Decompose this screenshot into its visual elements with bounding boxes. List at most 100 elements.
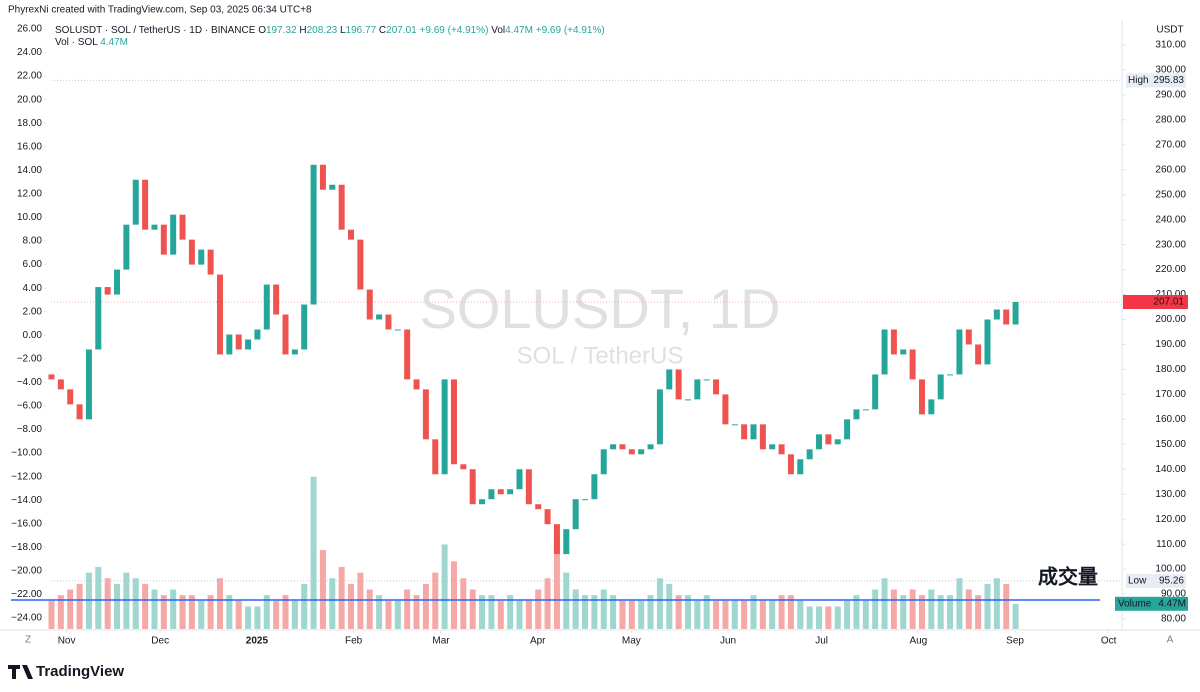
low-tag [1126, 573, 1186, 588]
volume-bar [57, 595, 64, 629]
candle-body [123, 224, 130, 270]
volume-bar [450, 561, 457, 629]
legend-item: +9.69 (+4.91%) [420, 25, 489, 36]
volume-bar [703, 595, 710, 629]
candle-body [787, 454, 794, 475]
corner-button[interactable]: Z [25, 635, 31, 646]
candle-body [366, 289, 373, 320]
volume-bar [993, 578, 1000, 629]
candle-body [741, 424, 748, 440]
volume-tag [1115, 596, 1188, 611]
candle-body [553, 524, 560, 555]
volume-bar [638, 600, 645, 629]
candle-body [198, 249, 205, 265]
y2-tick-label: −18.00 [11, 542, 42, 553]
candle-body [432, 439, 439, 475]
candle-body [525, 469, 532, 505]
y2-tick-label: 10.00 [17, 212, 42, 223]
candle-body [245, 339, 252, 350]
volume-bar [273, 600, 280, 629]
candle-body [694, 379, 701, 400]
candle-body [890, 329, 897, 355]
volume-bar [170, 589, 177, 629]
watermark: SOLUSDT, 1D [420, 277, 781, 340]
corner-button[interactable]: A [1167, 635, 1174, 646]
x-tick-label: Nov [58, 636, 76, 647]
high-tag [1126, 73, 1186, 88]
low-value: 95.26 [1159, 576, 1184, 587]
volume-bar [114, 583, 121, 629]
candle-body [769, 444, 776, 450]
candle-body [591, 474, 598, 500]
candle-body [329, 184, 336, 190]
volume-bar [385, 600, 392, 629]
candle-body [282, 314, 289, 355]
volume-bar [750, 595, 757, 629]
candle-body [563, 529, 570, 555]
y-tick-label: 110.00 [1156, 539, 1186, 550]
y-tick-label: 230.00 [1155, 239, 1186, 250]
y2-tick-label: −6.00 [17, 401, 43, 412]
volume-bar [413, 595, 420, 629]
candle-body [235, 334, 242, 350]
y2-tick-label: 4.00 [23, 283, 43, 294]
volume-bar [207, 595, 214, 629]
y2-tick-label: 6.00 [23, 259, 43, 270]
y-tick-label: 180.00 [1155, 364, 1186, 375]
y2-tick-label: −20.00 [11, 566, 42, 577]
brand: TradingView [36, 663, 124, 680]
y2-tick-label: −8.00 [17, 424, 43, 435]
y2-tick-label: 26.00 [17, 24, 42, 35]
candle-body [947, 374, 954, 376]
currency: USDT [1156, 25, 1183, 36]
candle-body [544, 509, 551, 525]
candle-body [142, 179, 149, 230]
volume-bar [844, 600, 851, 629]
volume-bar [48, 600, 55, 629]
candle-body [900, 349, 907, 355]
volume-bar [366, 589, 373, 629]
candle-body [610, 444, 617, 450]
candle-body [684, 399, 691, 401]
volume-bar [741, 600, 748, 629]
y2-tick-label: −24.00 [11, 613, 42, 624]
y2-tick-label: 24.00 [17, 47, 42, 58]
legend-item: O [258, 25, 266, 36]
volume-bar [291, 600, 298, 629]
candle-body [385, 314, 392, 330]
volume-bar [301, 583, 308, 629]
candle-body [357, 239, 364, 290]
candle-body [806, 449, 813, 460]
volume-bar [647, 595, 654, 629]
volume-bar [441, 544, 448, 629]
candle-body [48, 374, 55, 380]
candle-body [722, 394, 729, 425]
y2-tick-label: −16.00 [11, 518, 42, 529]
candle-body [572, 499, 579, 530]
volume-bar [95, 566, 102, 629]
y2-tick-label: 8.00 [23, 236, 43, 247]
volume-bar [76, 583, 83, 629]
volume-bar [188, 595, 195, 629]
y2-tick-label: 2.00 [23, 306, 43, 317]
candle-body [488, 489, 495, 500]
y2-tick-label: 0.00 [23, 330, 43, 341]
volume-bar [497, 600, 504, 629]
candle-body [207, 249, 214, 275]
volume-bar [862, 600, 869, 629]
annotation: 成交量 [1038, 564, 1098, 588]
candle-body [114, 269, 121, 295]
volume-bar [881, 578, 888, 629]
volume-bar [67, 589, 74, 629]
volume-tag-name: Volume [1118, 598, 1152, 609]
brand-logo [8, 665, 33, 679]
low-name: Low [1128, 576, 1147, 587]
volume-bar [909, 589, 916, 629]
candle-body [132, 179, 139, 225]
volume-bar [104, 578, 111, 629]
volume-bar [338, 566, 345, 629]
y-tick-label: 270.00 [1155, 139, 1186, 150]
candle-body [928, 399, 935, 415]
candle-body [160, 224, 167, 255]
volume-bar [572, 589, 579, 629]
